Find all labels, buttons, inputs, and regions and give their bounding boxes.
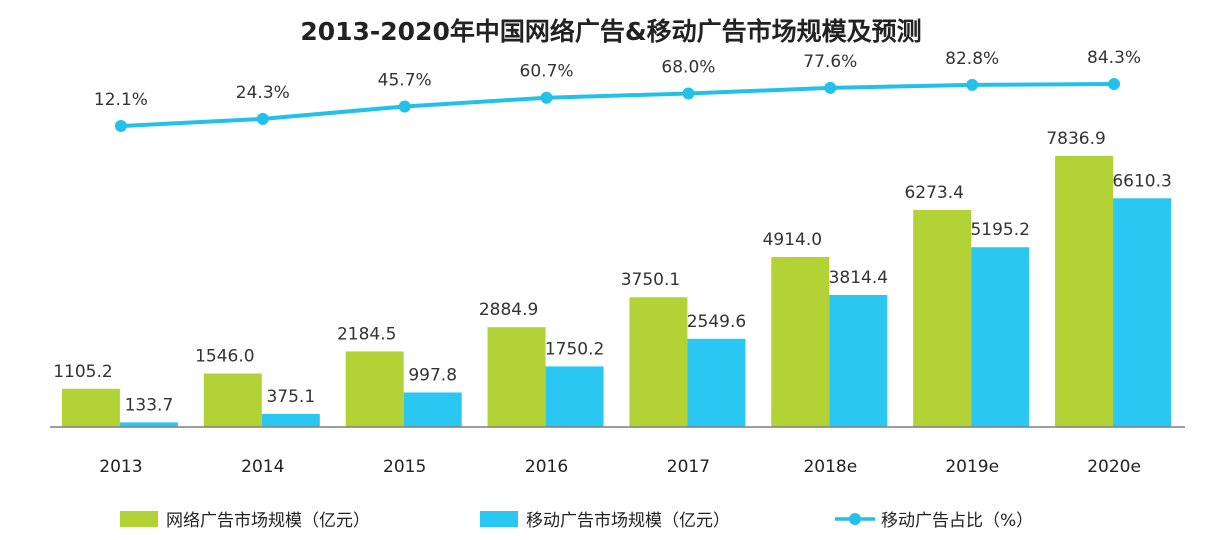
bar-online-ad-2014 [203,373,262,427]
bar-mobile-ad-2014 [261,414,320,427]
x-tick-label-2013: 2013 [99,457,142,477]
point-mobile-share-2014 [256,112,269,125]
label-mobile-share-2019e: 82.8% [945,49,999,69]
label-mobile-share-2016: 60.7% [520,62,574,82]
label-online-ad-2018e: 4914.0 [763,230,822,250]
label-mobile-ad-2019e: 5195.2 [970,220,1029,240]
bar-mobile-ad-2015 [403,392,462,427]
bars-layer: 1105.2 133.7 1546.0 375.1 2184.5 997.8 2884.9 1… [53,129,1172,427]
label-mobile-ad-2020e: 6610.3 [1112,171,1171,191]
x-tick-label-2014: 2014 [241,457,284,477]
point-mobile-share-2013 [114,120,127,132]
point-mobile-share-2015 [398,100,411,113]
bar-online-ad-2017 [629,297,688,427]
bar-online-ad-2015 [345,351,404,427]
label-online-ad-2019e: 6273.4 [904,183,963,203]
x-tick-label-2018e: 2018e [803,457,857,477]
point-mobile-share-2019e [966,78,979,91]
legend-label-1: 移动广告市场规模（亿元） [526,511,730,531]
ticks-layer: 2013 2014 2015 2016 2017 2018e 2019e 2020e [99,457,1141,477]
label-mobile-ad-2018e: 3814.4 [829,268,888,288]
legend: 网络广告市场规模（亿元） 移动广告市场规模（亿元） 移动广告占比（%） [120,511,1033,531]
label-mobile-share-2014: 24.3% [236,83,290,103]
legend-swatch-0 [120,511,158,527]
legend-label-2: 移动广告占比（%） [881,511,1033,531]
point-mobile-share-2020e [1108,78,1121,90]
bar-mobile-ad-2016 [545,366,604,427]
label-online-ad-2016: 2884.9 [479,300,538,320]
label-mobile-ad-2013: 133.7 [125,395,174,415]
label-online-ad-2015: 2184.5 [337,324,396,344]
bar-mobile-ad-2017 [687,338,746,427]
bar-online-ad-2020e [1055,155,1114,427]
label-mobile-ad-2016: 1750.2 [545,339,604,359]
label-mobile-share-2018e: 77.6% [803,52,857,72]
x-tick-label-2015: 2015 [383,457,426,477]
label-mobile-ad-2017: 2549.6 [687,312,746,332]
legend-item-1: 移动广告市场规模（亿元） [480,511,730,531]
legend-swatch-marker [849,513,861,525]
bar-online-ad-2016 [487,327,546,427]
label-mobile-ad-2015: 997.8 [408,365,457,385]
bar-online-ad-2013 [61,388,120,427]
legend-item-2: 移动广告占比（%） [835,511,1033,531]
bar-online-ad-2019e [913,209,972,427]
label-mobile-share-2015: 45.7% [378,70,432,90]
label-online-ad-2014: 1546.0 [195,347,254,367]
x-tick-label-2017: 2017 [667,457,710,477]
line-layer: 12.1% 24.3% 45.7% 60.7% 68.0% 77.6% 82.8% 84.3% [94,48,1141,132]
label-online-ad-2013: 1105.2 [53,362,112,382]
bar-mobile-ad-2020e [1113,198,1172,427]
line-mobile-share [118,82,1117,128]
point-mobile-share-2018e [824,81,837,94]
x-tick-label-2019e: 2019e [945,457,999,477]
label-mobile-share-2020e: 84.3% [1087,48,1141,68]
bar-mobile-ad-2018e [829,295,888,427]
label-online-ad-2020e: 7836.9 [1046,129,1105,149]
point-mobile-share-2017 [682,87,695,100]
label-mobile-share-2017: 68.0% [661,57,715,77]
legend-swatch-1 [480,511,518,527]
bar-online-ad-2018e [771,256,830,427]
label-mobile-share-2013: 12.1% [94,90,148,110]
chart-title: 2013-2020年中国网络广告&移动广告市场规模及预测 [300,17,921,46]
x-tick-label-2020e: 2020e [1087,457,1141,477]
bar-mobile-ad-2013 [119,422,178,427]
point-mobile-share-2016 [540,91,553,104]
legend-label-0: 网络广告市场规模（亿元） [166,511,370,531]
x-tick-label-2016: 2016 [525,457,568,477]
bar-mobile-ad-2019e [971,247,1030,427]
label-online-ad-2017: 3750.1 [621,270,680,290]
legend-item-0: 网络广告市场规模（亿元） [120,511,370,531]
label-mobile-ad-2014: 375.1 [266,387,315,407]
